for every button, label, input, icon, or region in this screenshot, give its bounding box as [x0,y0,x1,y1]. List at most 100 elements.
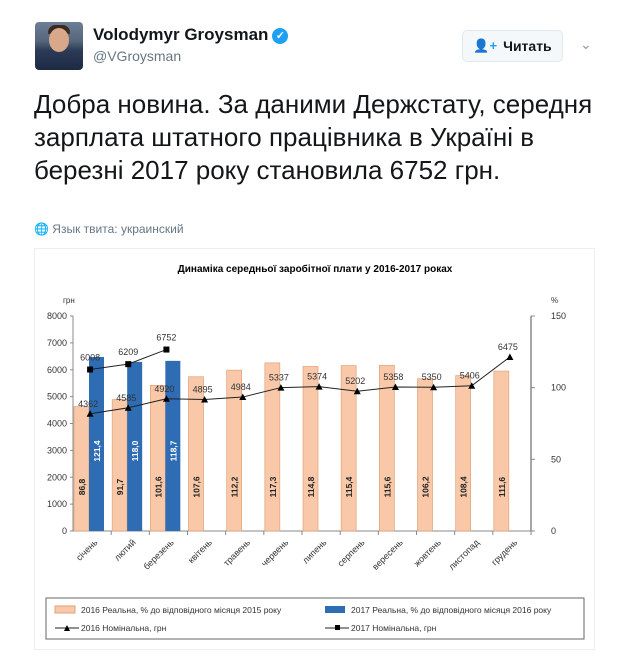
right-tick-label: 150 [551,311,566,321]
bar-label-2017: 121,4 [92,440,102,462]
value-label-2016: 5350 [422,372,442,382]
user-handle[interactable]: @VGroysman [93,48,182,64]
left-tick-label: 4000 [47,419,67,429]
value-label-2016: 4585 [116,393,136,403]
marker-2016 [124,404,132,411]
avatar[interactable] [35,22,83,70]
chart: Динаміка середньої заробітної плати у 20… [45,263,585,640]
right-tick-label: 0 [551,526,556,536]
user-name[interactable]: Volodymyr Groysman ✓ [93,25,289,45]
left-tick-label: 6000 [47,365,67,375]
globe-icon: 🌐 [34,222,49,236]
bar-2017 [127,361,143,531]
legend-label: 2017 Реальна, % до відповідного місяця 2… [351,605,552,615]
marker-2016 [239,393,247,401]
value-label-2016: 5202 [345,376,365,386]
bar-2017 [89,356,104,531]
bar-label-2016: 86,8 [77,478,87,495]
legend-label: 2016 Реальна, % до відповідного місяця 2… [81,605,282,615]
value-label-2016: 5406 [460,371,480,381]
left-tick-label: 1000 [47,499,67,509]
marker-2016 [201,395,209,403]
left-tick-label: 0 [62,526,67,536]
chevron-down-icon[interactable]: ⌄ [580,36,592,52]
marker-2017 [163,346,170,353]
language-note: 🌐 Язык твита: украинский [34,222,184,236]
bar-2016 [493,370,510,532]
value-label-2016: 4984 [231,382,251,392]
bar-2016 [455,375,472,532]
bar-label-2016: 114,8 [306,476,316,497]
bar-label-2016: 115,4 [344,476,354,497]
bar-label-2016: 107,6 [192,476,202,498]
tweet-text: Добра новина. За даними Держстату, серед… [34,89,593,185]
follow-label: Читать [503,38,552,54]
bar-label-2016: 115,6 [382,476,392,497]
marker-2016 [468,382,476,389]
value-label-2016: 6475 [498,342,518,352]
month-label: травень [221,537,252,568]
month-label: квітень [186,537,214,565]
left-tick-label: 7000 [47,338,67,348]
left-tick-label: 8000 [47,311,67,321]
value-label-2017: 6008 [80,353,100,363]
value-label-2016: 4895 [193,384,213,394]
marker-2017 [125,361,132,368]
verified-badge-icon: ✓ [272,28,289,44]
month-label: лютий [112,537,137,562]
marker-2016 [430,383,438,391]
value-label-2016: 5358 [383,372,403,382]
line-2016 [90,356,511,415]
left-tick-label: 2000 [47,472,67,482]
bar-label-2016: 117,3 [268,476,278,497]
bar-label-2016: 91,7 [115,478,125,495]
bar-label-2016: 101,6 [153,476,163,498]
value-label-2016: 4362 [78,399,98,409]
legend-swatch [54,605,76,614]
legend-label: 2017 Номінальна, грн [351,623,437,633]
value-label-2016: 4920 [154,384,174,394]
bar-2016 [302,366,319,532]
marker-2016 [162,395,170,402]
month-label: листопад [447,537,482,572]
chart-title: Динаміка середньої заробітної плати у 20… [178,263,453,275]
month-label: вересень [370,537,405,572]
legend-swatch [325,606,345,613]
follow-button[interactable]: 👤+ Читать [462,30,563,62]
right-tick-label: 100 [551,383,566,393]
bar-2016 [340,365,357,532]
bar-label-2016: 112,2 [230,476,240,497]
language-text: Язык твита: украинский [52,222,184,236]
month-label: грудень [489,537,519,567]
left-tick-label: 3000 [47,445,67,455]
marker-2016 [315,383,323,390]
value-label-2016: 5337 [269,373,289,383]
month-label: березень [141,537,176,572]
marker-2016 [506,353,514,360]
marker-2016 [353,387,361,395]
chart-image[interactable]: Динаміка середньої заробітної плати у 20… [34,248,595,650]
bar-label-2016: 108,4 [459,476,469,498]
month-label: червень [259,537,290,568]
bar-label-2017: 118,7 [168,440,178,461]
bar-2016 [188,376,204,532]
bar-2016 [149,385,166,532]
bar-label-2017: 118,0 [130,440,140,461]
value-label-2017: 6752 [156,333,176,343]
marker-2016 [86,410,94,417]
right-axis-label: % [551,296,558,305]
marker-2017 [87,366,94,373]
left-tick-label: 5000 [47,392,67,402]
bar-2017 [165,360,181,531]
bar-2016 [417,378,433,532]
bar-label-2016: 106,2 [421,476,431,498]
bar-2016 [378,364,395,532]
marker-2016 [277,384,285,391]
bar-label-2016: 111,6 [497,477,507,498]
left-axis-label: грн [63,296,75,305]
month-label: липень [300,537,328,565]
bar-2016 [73,406,90,532]
value-label-2016: 5374 [307,372,327,382]
legend-marker-triangle [64,625,70,631]
month-label: серпень [336,537,367,568]
